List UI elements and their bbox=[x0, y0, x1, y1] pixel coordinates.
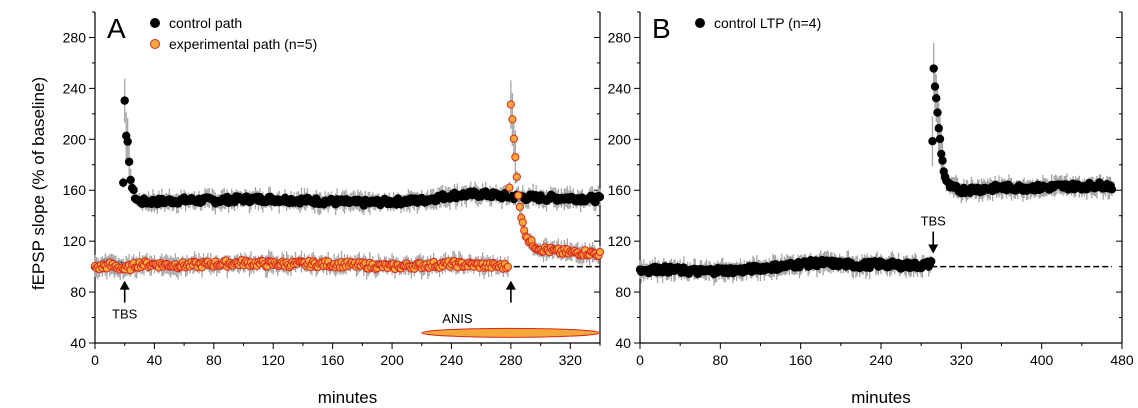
series-0 bbox=[90, 78, 605, 280]
x-axis-label: minutes bbox=[851, 388, 911, 407]
legend-label: experimental path (n=5) bbox=[169, 36, 317, 52]
y-tick-label: 40 bbox=[70, 335, 86, 351]
data-point bbox=[503, 262, 513, 271]
data-point bbox=[927, 257, 936, 266]
data-point bbox=[929, 64, 938, 73]
y-tick-label: 160 bbox=[63, 182, 87, 198]
legend: control LTP (n=4) bbox=[695, 15, 821, 31]
tbs-arrow-head bbox=[119, 280, 130, 290]
panel-label: B bbox=[652, 13, 671, 44]
data-point bbox=[518, 218, 527, 227]
anis-label: ANIS bbox=[442, 311, 473, 326]
data-point bbox=[938, 156, 947, 165]
data-point bbox=[928, 137, 937, 146]
series-0 bbox=[635, 42, 1117, 286]
data-point bbox=[1107, 185, 1117, 194]
data-point bbox=[932, 94, 941, 103]
data-point bbox=[129, 185, 138, 195]
data-point bbox=[514, 191, 523, 200]
x-tick-label: 320 bbox=[950, 352, 974, 368]
y-tick-label: 240 bbox=[608, 80, 632, 96]
x-tick-label: 160 bbox=[789, 352, 813, 368]
panel-label: A bbox=[107, 13, 126, 44]
data-point bbox=[126, 175, 135, 185]
data-point bbox=[515, 202, 524, 212]
y-tick-label: 200 bbox=[63, 131, 87, 147]
tbs-arrow-head bbox=[928, 244, 939, 254]
legend-label: control LTP (n=4) bbox=[714, 15, 821, 31]
x-tick-label: 280 bbox=[499, 352, 523, 368]
series-1 bbox=[90, 80, 605, 280]
data-point bbox=[119, 178, 128, 187]
x-tick-label: 40 bbox=[147, 352, 163, 368]
y-tick-label: 240 bbox=[63, 80, 87, 96]
anis-arrow-head bbox=[505, 280, 516, 290]
y-tick-label: 280 bbox=[63, 29, 87, 45]
legend-marker bbox=[150, 18, 160, 28]
x-tick-label: 320 bbox=[559, 352, 583, 368]
anis-bar bbox=[421, 327, 601, 338]
x-tick-label: 400 bbox=[1030, 352, 1054, 368]
y-tick-label: 200 bbox=[608, 131, 632, 147]
x-tick-label: 480 bbox=[1110, 352, 1134, 368]
x-tick-label: 240 bbox=[869, 352, 893, 368]
y-axis-label: fEPSP slope (% of baseline) bbox=[29, 77, 48, 290]
x-tick-label: 240 bbox=[440, 352, 464, 368]
data-point bbox=[512, 172, 521, 182]
x-tick-label: 200 bbox=[380, 352, 404, 368]
x-tick-label: 80 bbox=[713, 352, 729, 368]
y-tick-label: 80 bbox=[615, 284, 631, 300]
data-point bbox=[933, 108, 942, 117]
data-point bbox=[120, 96, 129, 105]
legend-marker bbox=[150, 39, 160, 49]
legend-marker bbox=[695, 18, 705, 28]
y-tick-label: 280 bbox=[608, 29, 632, 45]
legend: control path experimental path (n=5) bbox=[150, 15, 317, 52]
data-point bbox=[509, 134, 518, 143]
data-point bbox=[508, 115, 517, 124]
tbs-label: TBS bbox=[921, 214, 947, 229]
panel-a: 40 80 120 160 200 240 280 0 40 80 120 160 200 240 280 3… bbox=[29, 11, 605, 407]
data-point bbox=[937, 149, 946, 159]
x-tick-label: 160 bbox=[321, 352, 345, 368]
y-tick-label: 120 bbox=[608, 233, 632, 249]
data-point bbox=[935, 134, 945, 144]
data-point bbox=[123, 137, 132, 146]
y-tick-label: 40 bbox=[615, 335, 631, 351]
tbs-label: TBS bbox=[112, 307, 138, 322]
y-tick-label: 120 bbox=[63, 233, 87, 249]
data-point bbox=[506, 100, 515, 109]
y-tick-label: 80 bbox=[70, 284, 86, 300]
data-point bbox=[595, 192, 605, 202]
x-tick-label: 80 bbox=[206, 352, 222, 368]
data-point bbox=[505, 183, 514, 192]
data-point bbox=[124, 157, 134, 166]
panel-b: 40 80 120 160 200 240 280 0 80 160 240 320 400 480 min… bbox=[608, 11, 1134, 407]
legend-label: control path bbox=[169, 15, 242, 31]
data-point bbox=[595, 247, 605, 257]
data-point bbox=[511, 152, 520, 162]
x-tick-label: 120 bbox=[262, 352, 286, 368]
x-tick-label: 0 bbox=[91, 352, 99, 368]
x-tick-label: 0 bbox=[636, 352, 644, 368]
data-point bbox=[934, 124, 943, 133]
x-axis-label: minutes bbox=[318, 388, 378, 407]
y-tick-label: 160 bbox=[608, 182, 632, 198]
data-point bbox=[930, 82, 940, 91]
